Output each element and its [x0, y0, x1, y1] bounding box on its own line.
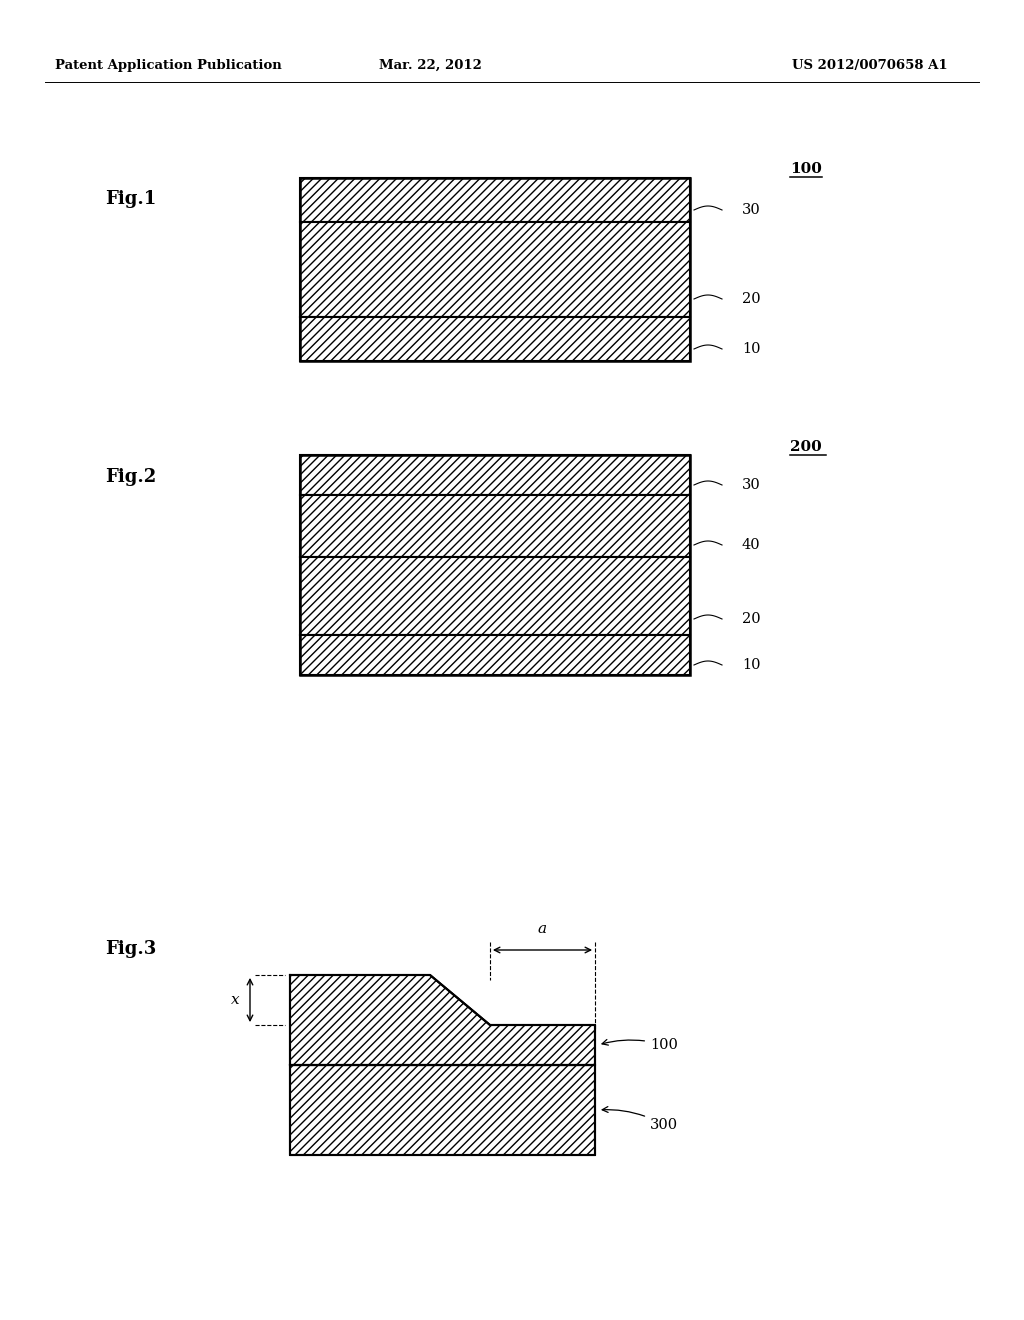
- Bar: [300, 178, 690, 360]
- Bar: [300, 317, 690, 360]
- Bar: [300, 455, 690, 495]
- Text: Patent Application Publication: Patent Application Publication: [55, 58, 282, 71]
- Text: 200: 200: [790, 440, 821, 454]
- Text: Fig.2: Fig.2: [105, 469, 157, 486]
- Text: 40: 40: [742, 539, 761, 552]
- Text: 20: 20: [742, 612, 761, 626]
- Text: Mar. 22, 2012: Mar. 22, 2012: [379, 58, 481, 71]
- Polygon shape: [290, 975, 595, 1065]
- Bar: [300, 495, 690, 557]
- Bar: [300, 557, 690, 635]
- Text: a: a: [538, 921, 547, 936]
- Bar: [300, 635, 690, 675]
- Text: 100: 100: [790, 162, 822, 176]
- Text: 300: 300: [602, 1106, 678, 1133]
- Text: 20: 20: [742, 292, 761, 306]
- Text: 30: 30: [742, 478, 761, 492]
- Bar: [290, 1065, 595, 1155]
- Text: 10: 10: [742, 342, 761, 356]
- Text: Fig.3: Fig.3: [105, 940, 157, 958]
- Text: 100: 100: [602, 1038, 678, 1052]
- Text: x: x: [231, 993, 240, 1007]
- Bar: [300, 222, 690, 317]
- Text: 30: 30: [742, 203, 761, 216]
- Text: 10: 10: [742, 657, 761, 672]
- Bar: [300, 455, 690, 675]
- Text: Fig.1: Fig.1: [105, 190, 157, 209]
- Text: US 2012/0070658 A1: US 2012/0070658 A1: [793, 58, 948, 71]
- Bar: [300, 178, 690, 222]
